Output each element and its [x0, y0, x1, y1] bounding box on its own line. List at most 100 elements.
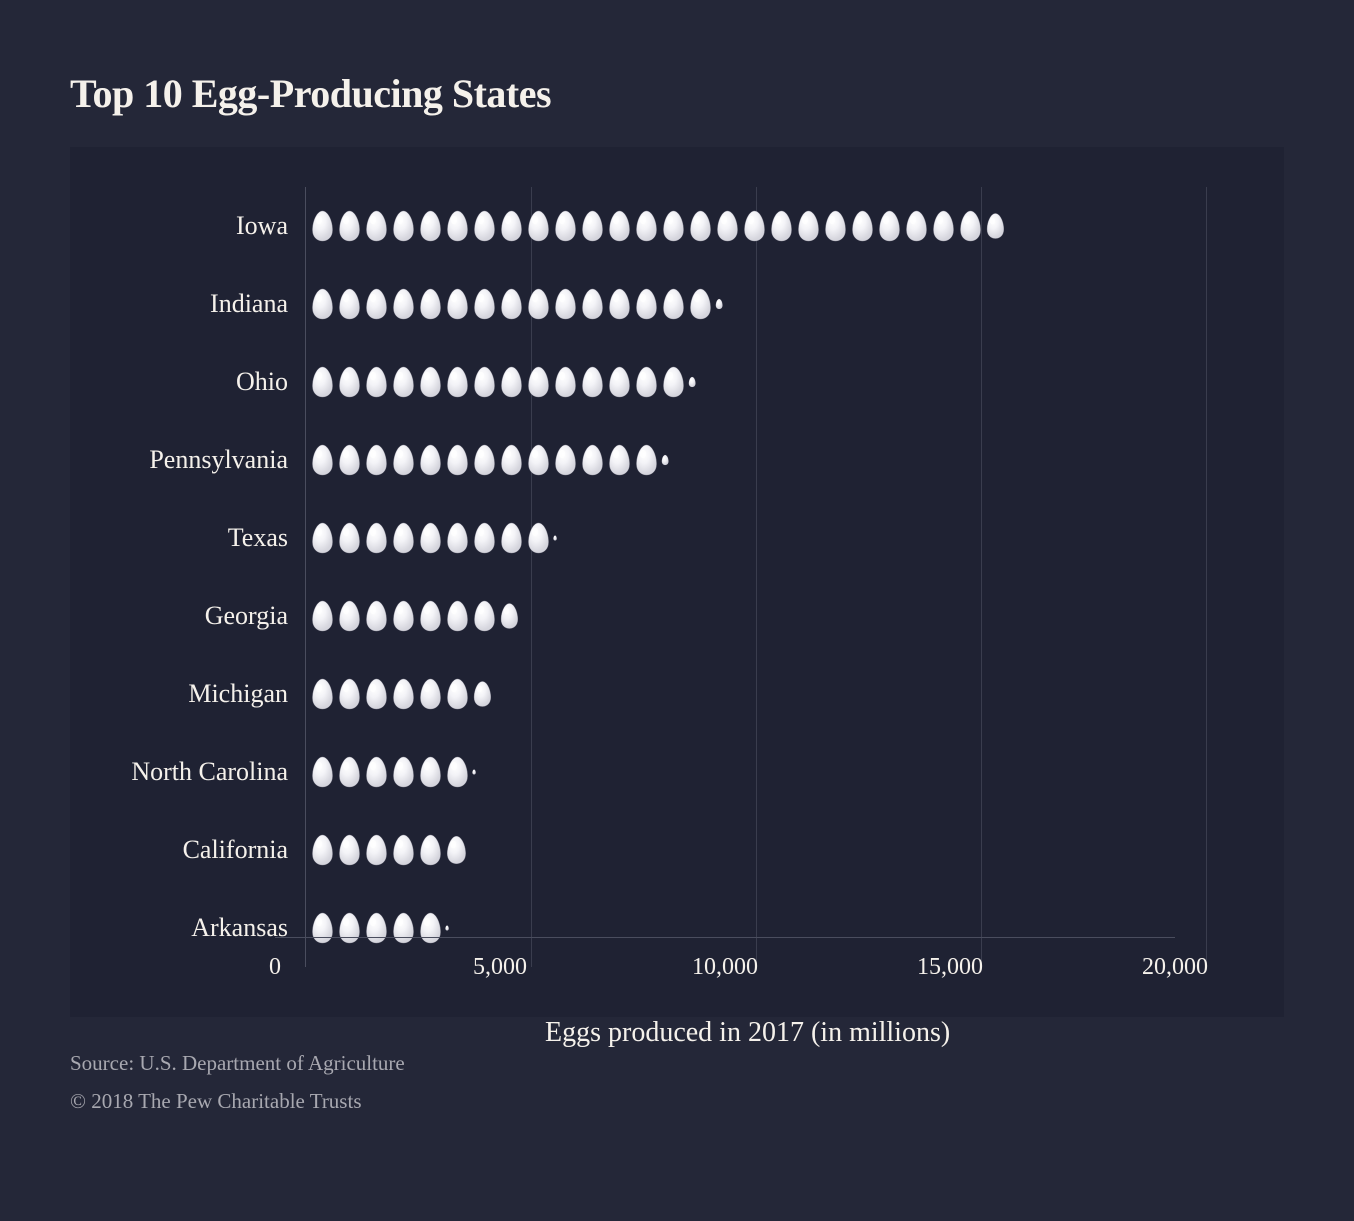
egg-icon [445, 756, 470, 788]
egg-icon [310, 210, 335, 242]
egg-icon [337, 288, 362, 320]
row-label: Ohio [236, 367, 288, 397]
egg-icon [310, 444, 335, 476]
egg-icon [607, 210, 632, 242]
egg-icon [688, 288, 713, 320]
egg-icon [580, 210, 605, 242]
egg-icon-partial [499, 600, 520, 632]
chart-row: Texas [306, 499, 1234, 577]
chart-row: California [306, 811, 1234, 889]
egg-icon-partial [688, 366, 696, 398]
egg-icon [904, 210, 929, 242]
egg-icon [418, 210, 443, 242]
egg-icon [337, 522, 362, 554]
egg-icon [499, 522, 524, 554]
egg-icon [310, 288, 335, 320]
egg-icon [391, 600, 416, 632]
egg-icon [472, 600, 497, 632]
egg-icon [337, 600, 362, 632]
egg-icon [364, 756, 389, 788]
egg-icon [931, 210, 956, 242]
egg-icon [742, 210, 767, 242]
egg-icon [472, 522, 497, 554]
egg-icon [634, 444, 659, 476]
egg-icon-partial [661, 444, 669, 476]
egg-icon [958, 210, 983, 242]
egg-icon [337, 210, 362, 242]
egg-icon [310, 366, 335, 398]
egg-icon [310, 522, 335, 554]
egg-icon [364, 522, 389, 554]
egg-icon [607, 444, 632, 476]
egg-icon [553, 210, 578, 242]
egg-icon [364, 600, 389, 632]
egg-icon [310, 834, 335, 866]
egg-icon [445, 678, 470, 710]
egg-icon [526, 444, 551, 476]
egg-icon [688, 210, 713, 242]
egg-icon [391, 210, 416, 242]
egg-icon [418, 522, 443, 554]
egg-icon-partial [985, 210, 1006, 242]
chart-row: North Carolina [306, 733, 1234, 811]
egg-bar [306, 600, 520, 632]
egg-bar [306, 288, 723, 320]
egg-icon [418, 834, 443, 866]
egg-icon [418, 366, 443, 398]
egg-icon [472, 444, 497, 476]
egg-icon [499, 366, 524, 398]
egg-icon [445, 210, 470, 242]
egg-icon [580, 288, 605, 320]
x-axis-label: Eggs produced in 2017 (in millions) [545, 1017, 950, 1049]
egg-icon [337, 678, 362, 710]
egg-icon [769, 210, 794, 242]
egg-icon [391, 366, 416, 398]
row-label: North Carolina [131, 757, 288, 787]
egg-icon [634, 288, 659, 320]
egg-icon [310, 756, 335, 788]
chart-footer: Source: U.S. Department of Agriculture ©… [70, 1045, 1284, 1121]
egg-icon [634, 210, 659, 242]
egg-icon [877, 210, 902, 242]
egg-icon [364, 834, 389, 866]
egg-icon [661, 288, 686, 320]
egg-icon [823, 210, 848, 242]
egg-icon [364, 288, 389, 320]
egg-icon [607, 288, 632, 320]
egg-bar [306, 522, 557, 554]
egg-icon [418, 444, 443, 476]
chart-container: Iowa [70, 147, 1284, 1017]
egg-icon [337, 444, 362, 476]
egg-icon [553, 288, 578, 320]
x-tick: 5,000 [473, 954, 527, 981]
egg-icon-partial [472, 756, 476, 788]
egg-icon [472, 288, 497, 320]
row-label: Iowa [236, 211, 288, 241]
egg-icon [337, 834, 362, 866]
egg-icon [499, 210, 524, 242]
chart-row: Michigan [306, 655, 1234, 733]
x-axis: 05,00010,00015,00020,000 [275, 937, 1175, 997]
chart-title: Top 10 Egg-Producing States [70, 70, 1284, 117]
egg-bar [306, 756, 476, 788]
egg-bar [306, 444, 669, 476]
egg-icon [418, 288, 443, 320]
egg-icon [418, 678, 443, 710]
egg-icon [715, 210, 740, 242]
egg-icon [526, 366, 551, 398]
chart-row: Ohio [306, 343, 1234, 421]
chart-area: Iowa [305, 187, 1234, 967]
egg-icon [634, 366, 659, 398]
egg-icon [391, 444, 416, 476]
egg-icon [310, 678, 335, 710]
egg-icon [364, 678, 389, 710]
source-text: Source: U.S. Department of Agriculture [70, 1045, 1284, 1083]
egg-icon [364, 366, 389, 398]
egg-icon-partial [472, 678, 493, 710]
egg-bar [306, 834, 468, 866]
egg-bar [306, 210, 1006, 242]
egg-icon [796, 210, 821, 242]
egg-icon-partial [553, 522, 557, 554]
egg-icon [526, 522, 551, 554]
egg-icon [499, 288, 524, 320]
